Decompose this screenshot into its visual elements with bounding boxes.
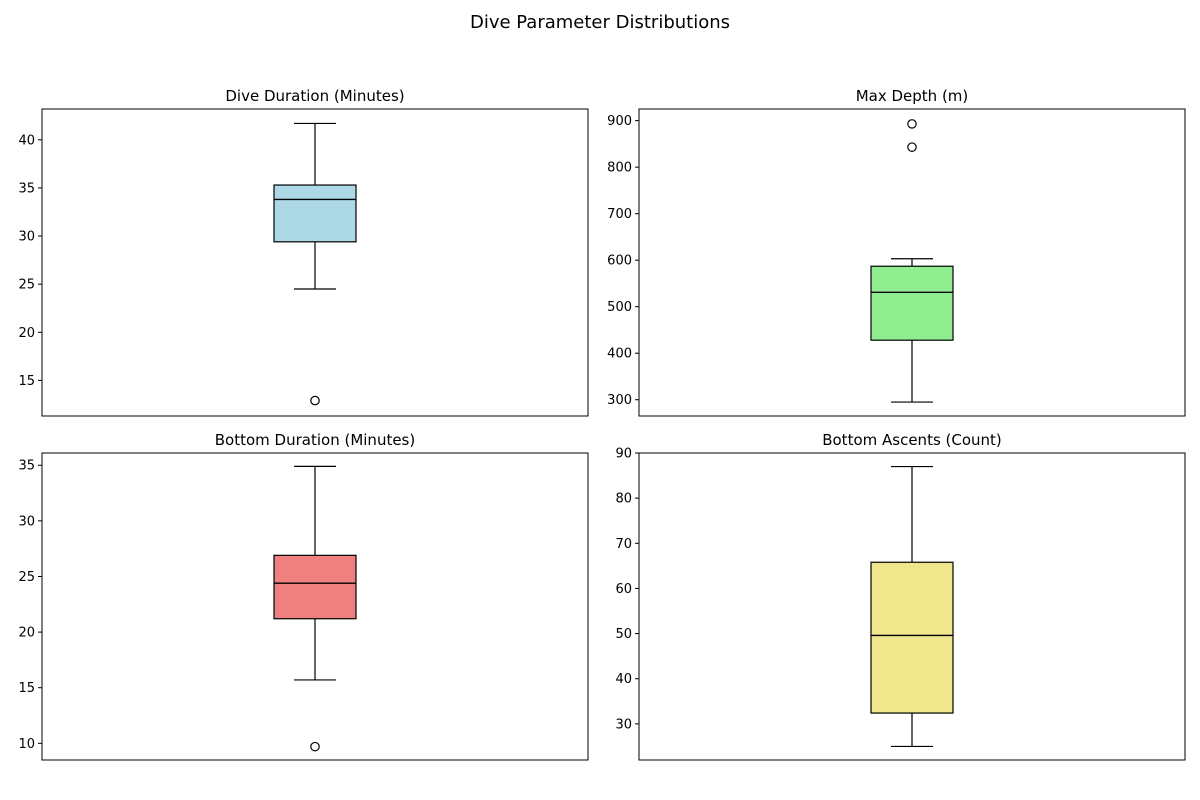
plot-frame	[41, 452, 589, 761]
subplot-title: Dive Duration (Minutes)	[225, 87, 404, 105]
subplot-title: Bottom Ascents (Count)	[822, 431, 1002, 449]
subplot-title: Max Depth (m)	[856, 87, 969, 105]
y-tick-label: 70	[615, 537, 632, 552]
outlier-point	[310, 395, 320, 406]
subplot-title: Bottom Duration (Minutes)	[215, 431, 415, 449]
y-tick-label: 40	[615, 672, 632, 687]
outlier-point	[310, 741, 320, 752]
box-iqr	[870, 265, 954, 341]
y-tick-label: 80	[615, 492, 632, 507]
y-tick-label: 35	[18, 181, 35, 196]
y-tick-label: 15	[18, 374, 35, 389]
y-tick-label: 700	[607, 207, 632, 222]
box-iqr	[273, 554, 357, 620]
box-iqr	[273, 184, 357, 243]
y-tick-label: 800	[607, 161, 632, 176]
y-tick-label: 25	[18, 570, 35, 585]
y-tick-label: 600	[607, 254, 632, 269]
y-tick-label: 90	[615, 447, 632, 462]
y-tick-label: 50	[615, 627, 632, 642]
y-tick-label: 40	[18, 133, 35, 148]
y-tick-label: 30	[18, 230, 35, 245]
outlier-point	[907, 119, 917, 129]
plot-frame	[638, 452, 1186, 761]
plot-frame	[41, 108, 589, 417]
y-tick-label: 10	[18, 737, 35, 752]
outlier-point	[907, 142, 917, 152]
y-tick-label: 35	[18, 459, 35, 474]
y-tick-label: 20	[18, 326, 35, 341]
y-tick-label: 500	[607, 300, 632, 315]
y-tick-label: 30	[18, 514, 35, 529]
y-tick-label: 300	[607, 393, 632, 408]
y-tick-label: 25	[18, 278, 35, 293]
y-tick-label: 20	[18, 626, 35, 641]
y-tick-label: 15	[18, 681, 35, 696]
y-tick-label: 400	[607, 347, 632, 362]
plot-frame	[638, 108, 1186, 417]
y-tick-label: 60	[615, 582, 632, 597]
figure-title: Dive Parameter Distributions	[469, 12, 731, 33]
y-tick-label: 30	[615, 717, 632, 732]
box-iqr	[870, 561, 954, 714]
y-tick-label: 900	[607, 114, 632, 129]
